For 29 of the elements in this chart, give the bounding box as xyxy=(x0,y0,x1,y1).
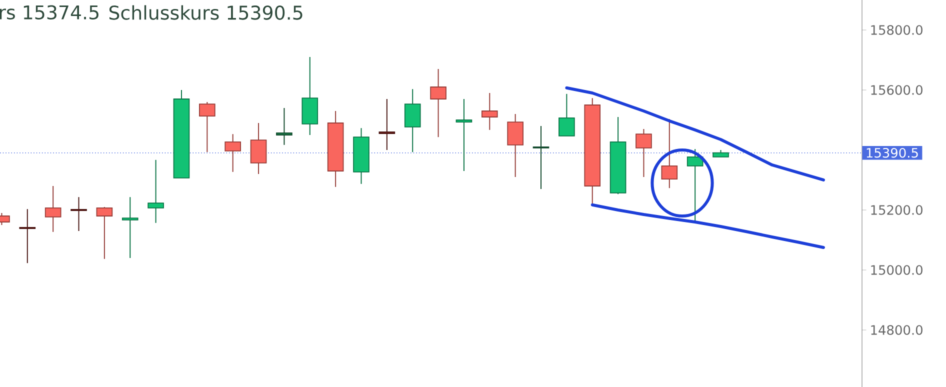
y-tick-label: 15800.0 xyxy=(871,25,922,35)
candlestick xyxy=(96,206,113,260)
annotation: rs 15374.5 xyxy=(0,5,98,20)
candlestick xyxy=(456,98,472,172)
candlestick xyxy=(686,148,704,222)
candlestick xyxy=(378,98,396,150)
candlestick xyxy=(661,118,678,189)
y-tick-label: 14800.0 xyxy=(871,325,922,335)
y-tick-label: 15600.0 xyxy=(871,85,922,95)
y-tick-label: 15200.0 xyxy=(871,205,922,215)
annotation: Schlusskurs 15390.5 xyxy=(109,5,302,20)
candlestick xyxy=(532,125,550,190)
candlestick xyxy=(558,93,575,136)
y-tick-label: 15000.0 xyxy=(871,265,922,275)
candlestick xyxy=(148,159,164,224)
candlestick xyxy=(19,208,36,264)
candlestick xyxy=(250,122,267,174)
candlestick xyxy=(276,107,292,146)
candlestick xyxy=(70,196,87,232)
candlestick xyxy=(44,185,62,232)
ref-line-label: 15390.5 xyxy=(866,148,918,158)
candlestick xyxy=(122,196,138,258)
candlestick xyxy=(481,92,498,130)
candlestick xyxy=(430,68,446,138)
candlestick xyxy=(636,128,652,178)
candlestick xyxy=(224,134,241,172)
candlestick xyxy=(404,88,421,153)
candlestick xyxy=(199,101,216,153)
candlestick xyxy=(507,113,524,178)
